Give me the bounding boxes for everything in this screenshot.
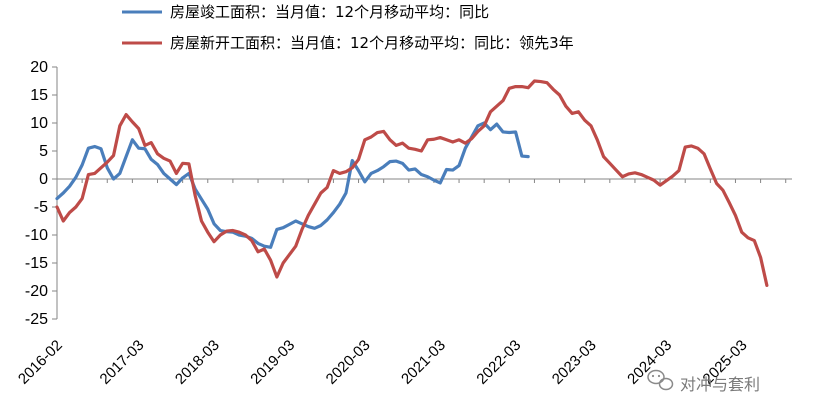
x-tick-label: 2021-03 xyxy=(398,337,449,388)
y-tick-label: 20 xyxy=(30,59,48,76)
x-tick-label: 2022-03 xyxy=(473,337,524,388)
legend: 房屋竣工面积：当月值：12个月移动平均：同比房屋新开工面积：当月值：12个月移动… xyxy=(122,3,574,52)
y-tick-label: 15 xyxy=(30,87,48,104)
y-tick-label: -25 xyxy=(25,311,48,328)
axes: -25 -20 -15 -10 -5 0 5 10 15 20 2016-02 2017-03 2018… xyxy=(15,59,792,388)
y-tick-label: 5 xyxy=(39,143,48,160)
legend-label: 房屋竣工面积：当月值：12个月移动平均：同比 xyxy=(170,3,489,21)
x-tick-label: 2017-03 xyxy=(97,337,148,388)
x-tick-label: 2018-03 xyxy=(172,337,223,388)
wechat-icon xyxy=(647,369,674,391)
watermark: 对冲与套利 xyxy=(647,369,760,394)
y-tick-label: 10 xyxy=(30,115,48,132)
y-tick-label: -15 xyxy=(25,255,48,272)
series-line-2 xyxy=(55,79,769,287)
y-tick-label: 0 xyxy=(39,171,48,188)
watermark-text: 对冲与套利 xyxy=(680,375,760,394)
y-tick-label: -20 xyxy=(25,283,48,300)
x-tick-label: 2016-02 xyxy=(15,337,66,388)
legend-label: 房屋新开工面积：当月值：12个月移动平均：同比：领先3年 xyxy=(170,34,574,52)
x-tick-label: 2020-03 xyxy=(323,337,374,388)
y-tick-label: -10 xyxy=(25,227,48,244)
y-tick-label: -5 xyxy=(34,199,48,216)
series-line-1 xyxy=(55,121,530,249)
series-layer xyxy=(55,79,769,287)
x-tick-label: 2019-03 xyxy=(247,337,298,388)
x-tick-label: 2023-03 xyxy=(549,337,600,388)
